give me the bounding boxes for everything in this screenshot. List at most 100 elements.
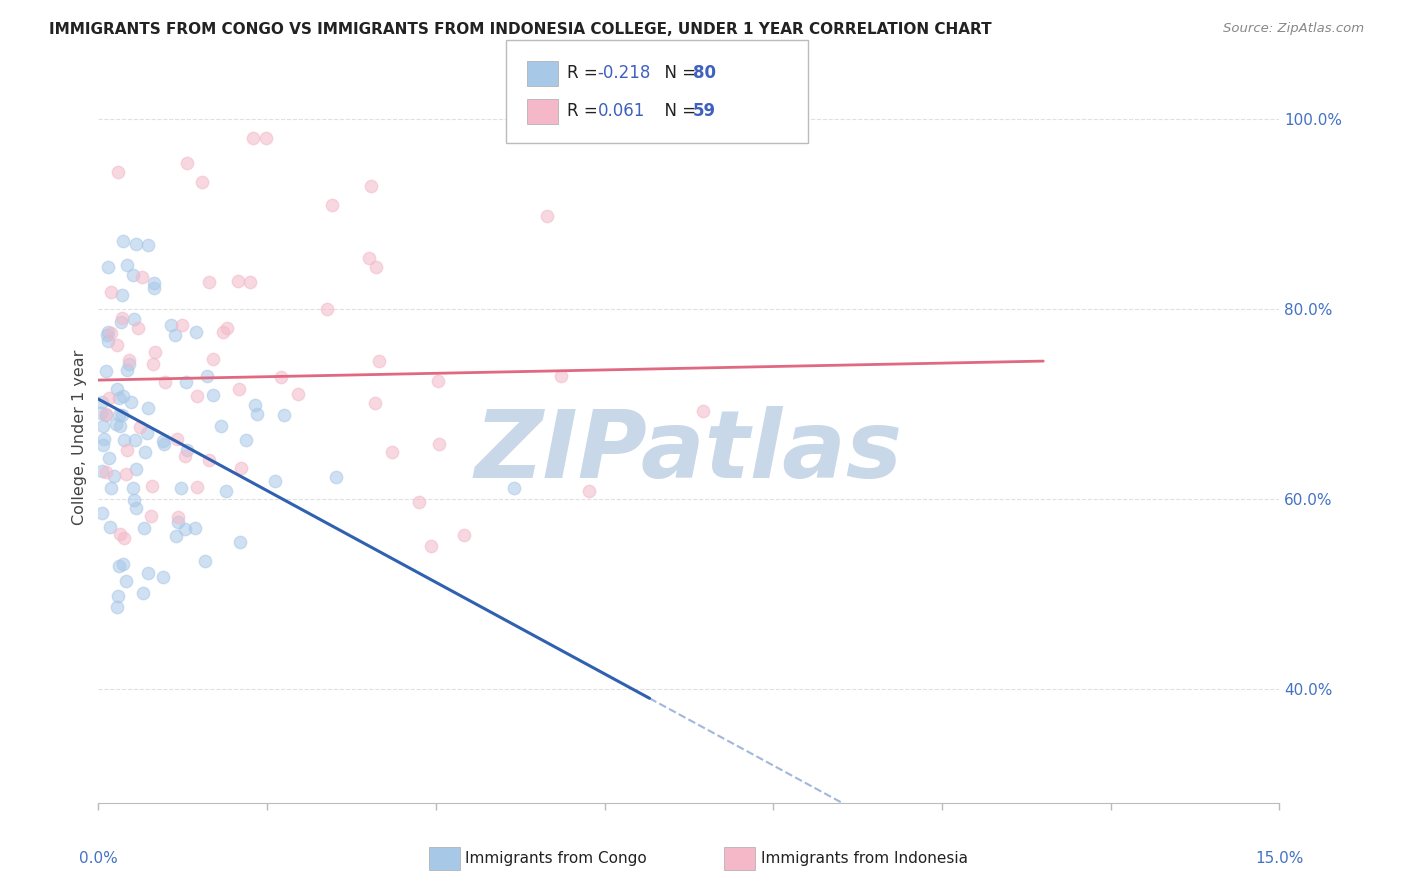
- Point: [141, 479, 163, 493]
- Point: [502, 481, 524, 495]
- Point: [115, 443, 138, 458]
- Point: [197, 368, 219, 383]
- Point: [125, 501, 148, 516]
- Point: [176, 443, 198, 458]
- Point: [167, 509, 190, 524]
- Text: 0.061: 0.061: [598, 103, 645, 120]
- Point: [98, 392, 121, 406]
- Point: [90, 395, 112, 409]
- Point: [212, 325, 235, 339]
- Point: [315, 302, 337, 317]
- Point: [321, 197, 343, 211]
- Text: R =: R =: [567, 64, 603, 82]
- Point: [325, 470, 347, 484]
- Point: [176, 156, 198, 170]
- Point: [105, 599, 128, 614]
- Point: [215, 483, 238, 498]
- Point: [201, 387, 224, 401]
- Point: [420, 539, 443, 553]
- Point: [578, 484, 600, 499]
- Point: [165, 528, 187, 542]
- Text: -0.218: -0.218: [598, 64, 651, 82]
- Point: [186, 480, 208, 494]
- Point: [124, 492, 146, 507]
- Point: [273, 409, 295, 423]
- Point: [90, 406, 112, 420]
- Point: [105, 338, 128, 352]
- Point: [107, 558, 129, 573]
- Text: 59: 59: [693, 103, 716, 120]
- Point: [152, 569, 174, 583]
- Point: [366, 260, 388, 274]
- Point: [110, 418, 132, 433]
- Point: [550, 368, 572, 383]
- Text: R =: R =: [567, 103, 603, 120]
- Point: [427, 437, 450, 451]
- Point: [100, 326, 122, 341]
- Point: [108, 408, 131, 422]
- Point: [96, 407, 118, 421]
- Point: [112, 557, 135, 571]
- Point: [115, 258, 138, 272]
- Point: [170, 481, 193, 495]
- Point: [264, 475, 287, 489]
- Point: [198, 275, 221, 289]
- Point: [254, 131, 277, 145]
- Point: [122, 481, 145, 495]
- Point: [125, 237, 148, 252]
- Point: [139, 508, 162, 523]
- Point: [381, 445, 404, 459]
- Point: [111, 234, 134, 248]
- Point: [136, 566, 159, 580]
- Point: [228, 382, 250, 396]
- Point: [209, 419, 232, 434]
- Point: [453, 528, 475, 542]
- Point: [111, 311, 134, 326]
- Point: [246, 407, 269, 421]
- Point: [174, 375, 197, 389]
- Point: [97, 450, 120, 465]
- Point: [91, 464, 114, 478]
- Point: [160, 318, 183, 332]
- Point: [96, 325, 118, 339]
- Point: [235, 433, 257, 447]
- Text: 80: 80: [693, 64, 716, 82]
- Point: [124, 433, 146, 447]
- Point: [155, 375, 177, 389]
- Point: [426, 374, 449, 388]
- Point: [110, 527, 132, 541]
- Point: [184, 325, 207, 339]
- Point: [115, 362, 138, 376]
- Point: [143, 280, 166, 294]
- Point: [90, 506, 112, 520]
- Point: [111, 288, 134, 302]
- Point: [143, 276, 166, 290]
- Point: [226, 274, 249, 288]
- Point: [93, 433, 115, 447]
- Point: [122, 311, 145, 326]
- Point: [107, 589, 129, 603]
- Point: [173, 449, 195, 463]
- Point: [239, 276, 262, 290]
- Point: [229, 535, 252, 549]
- Text: IMMIGRANTS FROM CONGO VS IMMIGRANTS FROM INDONESIA COLLEGE, UNDER 1 YEAR CORRELA: IMMIGRANTS FROM CONGO VS IMMIGRANTS FROM…: [49, 22, 991, 37]
- Point: [100, 285, 122, 300]
- Point: [136, 401, 159, 415]
- Point: [107, 165, 129, 179]
- Point: [134, 444, 156, 458]
- Text: Immigrants from Congo: Immigrants from Congo: [465, 851, 647, 865]
- Point: [94, 364, 117, 378]
- Point: [360, 178, 382, 193]
- Point: [129, 420, 152, 434]
- Point: [97, 334, 120, 348]
- Point: [166, 516, 188, 530]
- Y-axis label: College, Under 1 year: College, Under 1 year: [72, 350, 87, 524]
- Point: [115, 574, 138, 589]
- Point: [186, 389, 208, 403]
- Point: [104, 417, 127, 432]
- Point: [112, 433, 135, 447]
- Point: [367, 354, 389, 368]
- Text: 15.0%: 15.0%: [1256, 851, 1303, 865]
- Point: [287, 387, 309, 401]
- Point: [112, 531, 135, 545]
